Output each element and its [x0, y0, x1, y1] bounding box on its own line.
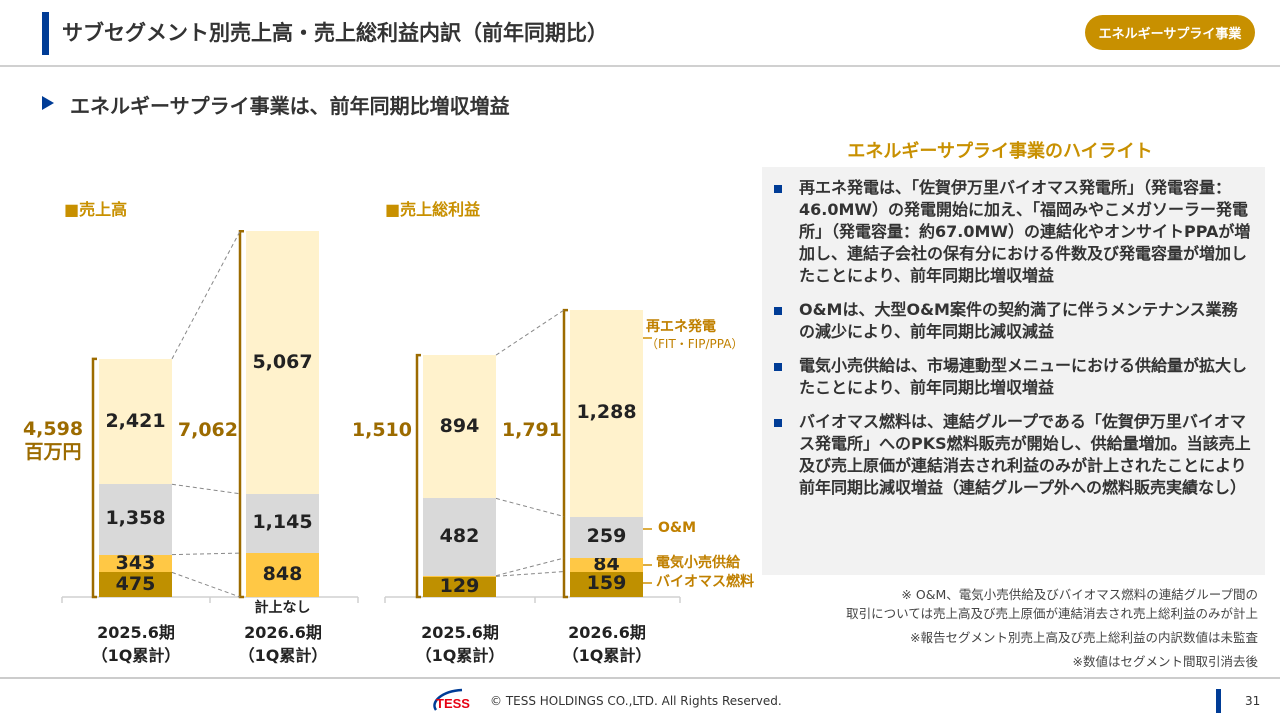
page-accent-bar: [1216, 689, 1221, 713]
data-label: 1,358: [105, 507, 166, 530]
data-label: 5,067: [252, 350, 313, 373]
square-bullet-icon: [774, 185, 782, 193]
category-label: 2025.6期 （1Q累計）: [400, 621, 520, 667]
category-label: 2026.6期 （1Q累計）: [547, 621, 667, 667]
category-year: 2026.6期: [568, 623, 646, 642]
bar-segment-om: [99, 484, 172, 555]
category-year: 2026.6期: [244, 623, 322, 642]
legend-retail: 電気小売供給: [656, 555, 740, 571]
category-sub: （1Q累計）: [91, 646, 181, 665]
connector-line: [171, 231, 241, 360]
total-bracket: [91, 357, 97, 599]
connector-line: [171, 552, 241, 556]
gp-2025-total: 1,510: [351, 419, 412, 441]
connector-line: [495, 571, 565, 577]
sales-chart-title: ■売上高: [64, 200, 128, 219]
data-label: 1,288: [576, 401, 637, 424]
triangle-bullet-icon: [42, 96, 54, 110]
data-label: 計上なし: [254, 600, 311, 616]
header-divider: [0, 65, 1280, 67]
highlights-title: エネルギーサプライ事業のハイライト: [847, 141, 1153, 162]
highlight-item: バイオマス燃料は、連結グループである「佐賀伊万里バイオマス発電所」へのPKS燃料…: [774, 411, 1251, 499]
svg-text:TESS: TESS: [436, 696, 470, 711]
highlight-text: O&Mは、大型O&M案件の契約満了に伴うメンテナンス業務の減少により、前年同期比…: [799, 300, 1238, 341]
sales-2025-total-value: 4,598: [22, 418, 84, 440]
bar-segment-retail: [246, 553, 319, 597]
bar-segment-renewable: [99, 358, 172, 485]
tess-logo: TESS: [433, 688, 470, 711]
legend-biomass: バイオマス燃料: [656, 574, 754, 590]
data-label: 2,421: [105, 409, 166, 432]
bar-segment-biomass: [423, 576, 496, 597]
bar-segment-renewable: [246, 231, 319, 494]
page-number: 31: [1245, 694, 1261, 708]
highlight-item: 電気小売供給は、市場連動型メニューにおける供給量が拡大したことにより、前年同期比…: [774, 355, 1251, 399]
footnote: ※数値はセグメント間取引消去後: [1072, 654, 1258, 669]
section-subtitle: エネルギーサプライ事業は、前年同期比増収増益: [70, 94, 510, 118]
highlight-text: 再エネ発電は、「佐賀伊万里バイオマス発電所」（発電容量：46.0MW）の発電開始…: [799, 178, 1251, 285]
highlight-text: 電気小売供給は、市場連動型メニューにおける供給量が拡大したことにより、前年同期比…: [799, 356, 1248, 397]
gross-profit-chart-title: ■売上総利益: [385, 200, 481, 219]
connector-line: [171, 483, 241, 495]
footnote: ※報告セグメント別売上高及び売上総利益の内訳数値は未監査: [910, 630, 1258, 645]
bar-segment-om: [570, 516, 643, 559]
category-sub: （1Q累計）: [238, 646, 328, 665]
highlight-item: O&Mは、大型O&M案件の契約満了に伴うメンテナンス業務の減少により、前年同期比…: [774, 299, 1251, 343]
bar-segment-renewable: [423, 355, 496, 499]
total-bracket: [562, 308, 568, 599]
square-bullet-icon: [774, 419, 782, 427]
sales-2025-total: 4,598 百万円: [20, 418, 86, 464]
data-label: 343: [115, 551, 156, 574]
total-bracket: [238, 230, 244, 599]
header-accent-bar: [42, 12, 49, 55]
copyright: © TESS HOLDINGS CO.,LTD. All Rights Rese…: [490, 694, 782, 708]
data-label: 894: [439, 414, 480, 437]
legend-renewable: 再エネ発電 （FIT・FIP/PPA）: [646, 319, 744, 352]
footer-divider: [0, 677, 1280, 679]
data-label: 129: [439, 574, 480, 597]
page-title: サブセグメント別売上高・売上総利益内訳（前年同期比）: [62, 21, 608, 45]
data-label: 259: [586, 525, 627, 548]
category-sub: （1Q累計）: [562, 646, 652, 665]
highlights-box: 再エネ発電は、「佐賀伊万里バイオマス発電所」（発電容量：46.0MW）の発電開始…: [762, 167, 1265, 575]
bar-segment-biomass: [570, 571, 643, 597]
category-label: 2025.6期 （1Q累計）: [76, 621, 196, 667]
data-label: 475: [115, 572, 156, 595]
highlight-item: 再エネ発電は、「佐賀伊万里バイオマス発電所」（発電容量：46.0MW）の発電開始…: [774, 177, 1251, 287]
segment-badge: エネルギーサプライ事業: [1085, 15, 1255, 50]
bar-segment-retail: [570, 558, 643, 572]
connector-line: [495, 497, 565, 518]
bar-segment-retail: [99, 554, 172, 573]
data-label: 482: [439, 525, 480, 548]
legend-om: O&M: [658, 520, 697, 536]
square-bullet-icon: [774, 363, 782, 371]
footnote: ※ O&M、電気小売供給及びバイオマス燃料の連結グループ間の: [901, 587, 1258, 602]
charts-canvas: [61, 230, 681, 603]
footnote: 取引については売上高及び売上原価が連結消去され売上総利益のみが計上: [846, 606, 1258, 621]
bar-segment-biomass: [99, 572, 172, 597]
bar-segment-retail: [423, 575, 496, 577]
legend-renewable-label: 再エネ発電: [646, 319, 716, 335]
connector-line: [495, 557, 565, 577]
data-label: 848: [262, 563, 303, 586]
unit-label: 百万円: [24, 440, 82, 463]
highlight-text: バイオマス燃料は、連結グループである「佐賀伊万里バイオマス発電所」へのPKS燃料…: [799, 412, 1251, 497]
gp-2026-total: 1,791: [501, 419, 562, 441]
category-label: 2026.6期 （1Q累計）: [223, 621, 343, 667]
data-label: 1,145: [252, 511, 313, 534]
bar-segment-om: [246, 493, 319, 554]
category-year: 2025.6期: [421, 623, 499, 642]
legend-renewable-sub: （FIT・FIP/PPA）: [646, 337, 744, 352]
bar-segment-om: [423, 498, 496, 576]
connector-line: [495, 309, 565, 356]
data-label: 84: [593, 552, 620, 575]
category-year: 2025.6期: [97, 623, 175, 642]
bar-segment-renewable: [570, 310, 643, 517]
data-label: 159: [586, 572, 627, 595]
connector-line: [171, 571, 241, 598]
total-bracket: [415, 353, 421, 599]
square-bullet-icon: [774, 307, 782, 315]
sales-2026-total: 7,062: [177, 419, 238, 441]
category-sub: （1Q累計）: [415, 646, 505, 665]
